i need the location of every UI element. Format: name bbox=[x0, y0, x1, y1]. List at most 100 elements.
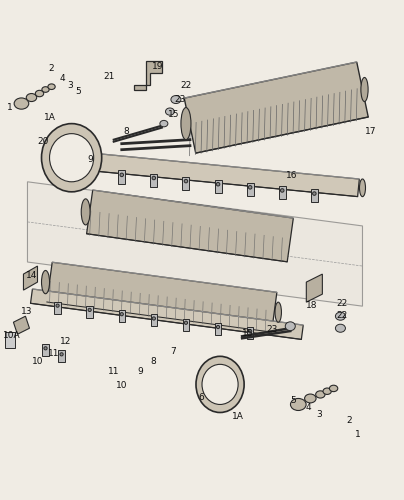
Text: 23: 23 bbox=[174, 96, 185, 104]
Text: 13: 13 bbox=[21, 307, 32, 316]
Circle shape bbox=[88, 308, 91, 312]
Bar bbox=[86, 306, 93, 318]
Text: 5: 5 bbox=[76, 88, 81, 96]
Ellipse shape bbox=[361, 78, 368, 102]
Bar bbox=[247, 328, 253, 340]
Ellipse shape bbox=[50, 134, 94, 182]
Polygon shape bbox=[23, 266, 38, 290]
Text: 7: 7 bbox=[170, 348, 176, 356]
Text: 12: 12 bbox=[59, 338, 71, 346]
Bar bbox=[42, 344, 49, 356]
Text: 23: 23 bbox=[266, 326, 278, 334]
Ellipse shape bbox=[171, 96, 181, 104]
Text: 9: 9 bbox=[138, 368, 143, 376]
Bar bbox=[118, 310, 125, 322]
Text: 6: 6 bbox=[198, 394, 204, 402]
Text: 22: 22 bbox=[337, 299, 348, 308]
Bar bbox=[215, 323, 221, 335]
Bar bbox=[279, 186, 286, 200]
Bar bbox=[215, 180, 221, 193]
Ellipse shape bbox=[81, 199, 90, 225]
Ellipse shape bbox=[360, 179, 366, 196]
Text: 17: 17 bbox=[364, 126, 376, 136]
Ellipse shape bbox=[181, 108, 191, 140]
Bar bbox=[311, 189, 318, 202]
Circle shape bbox=[248, 186, 252, 189]
Circle shape bbox=[313, 192, 316, 196]
Ellipse shape bbox=[48, 84, 55, 89]
Text: 8: 8 bbox=[151, 358, 156, 366]
Text: 11: 11 bbox=[108, 368, 119, 376]
Text: 4: 4 bbox=[59, 74, 65, 84]
Ellipse shape bbox=[35, 90, 44, 96]
Ellipse shape bbox=[202, 364, 238, 405]
Ellipse shape bbox=[196, 356, 244, 412]
Circle shape bbox=[217, 326, 220, 328]
Circle shape bbox=[216, 182, 220, 186]
Bar bbox=[55, 302, 61, 314]
Ellipse shape bbox=[42, 270, 50, 293]
Text: 15: 15 bbox=[168, 110, 179, 119]
Circle shape bbox=[152, 317, 156, 320]
Ellipse shape bbox=[160, 120, 168, 127]
Polygon shape bbox=[134, 62, 162, 90]
Text: 2: 2 bbox=[347, 416, 352, 424]
Ellipse shape bbox=[305, 394, 316, 403]
Bar bbox=[183, 318, 189, 331]
Text: 1A: 1A bbox=[232, 412, 244, 420]
Text: 19: 19 bbox=[152, 62, 163, 72]
Polygon shape bbox=[184, 62, 368, 153]
Text: 1: 1 bbox=[7, 102, 13, 112]
Text: 2: 2 bbox=[49, 64, 55, 74]
Text: 16: 16 bbox=[286, 171, 298, 180]
Polygon shape bbox=[86, 190, 293, 262]
Text: 1: 1 bbox=[354, 430, 360, 438]
Text: 14: 14 bbox=[25, 271, 37, 280]
Circle shape bbox=[44, 346, 47, 350]
Bar bbox=[246, 183, 254, 196]
Ellipse shape bbox=[285, 322, 295, 330]
Text: 22: 22 bbox=[337, 311, 348, 320]
Circle shape bbox=[120, 173, 124, 176]
Ellipse shape bbox=[335, 324, 345, 332]
Text: 11: 11 bbox=[48, 350, 59, 358]
Bar bbox=[118, 170, 125, 183]
Polygon shape bbox=[47, 262, 277, 332]
Text: 8: 8 bbox=[124, 126, 130, 136]
Text: 20: 20 bbox=[38, 136, 49, 145]
Polygon shape bbox=[306, 274, 322, 302]
Ellipse shape bbox=[42, 86, 49, 92]
Bar bbox=[150, 174, 158, 187]
Text: 1A: 1A bbox=[44, 112, 55, 122]
Circle shape bbox=[184, 180, 188, 183]
Ellipse shape bbox=[323, 388, 331, 394]
Circle shape bbox=[152, 176, 156, 180]
Polygon shape bbox=[27, 182, 362, 306]
Ellipse shape bbox=[335, 312, 345, 320]
Text: 3: 3 bbox=[67, 80, 74, 90]
Circle shape bbox=[56, 304, 59, 307]
Polygon shape bbox=[13, 316, 29, 334]
Bar bbox=[151, 314, 157, 326]
Ellipse shape bbox=[26, 94, 37, 102]
Ellipse shape bbox=[166, 108, 174, 115]
Text: 4: 4 bbox=[305, 404, 311, 412]
Text: 18: 18 bbox=[306, 301, 318, 310]
Text: 10: 10 bbox=[32, 358, 43, 366]
Ellipse shape bbox=[329, 385, 338, 392]
Bar bbox=[58, 350, 65, 362]
Bar bbox=[5, 332, 15, 348]
Circle shape bbox=[280, 188, 284, 192]
Text: 9: 9 bbox=[88, 154, 93, 164]
Polygon shape bbox=[31, 289, 303, 340]
Polygon shape bbox=[89, 153, 359, 196]
Circle shape bbox=[120, 312, 123, 316]
Ellipse shape bbox=[275, 302, 282, 322]
Text: 15: 15 bbox=[242, 330, 254, 338]
Text: 3: 3 bbox=[317, 410, 322, 418]
Bar bbox=[183, 176, 189, 190]
Circle shape bbox=[184, 321, 187, 324]
Text: 5: 5 bbox=[290, 396, 296, 406]
Text: 22: 22 bbox=[180, 80, 191, 90]
Text: 21: 21 bbox=[104, 72, 115, 82]
